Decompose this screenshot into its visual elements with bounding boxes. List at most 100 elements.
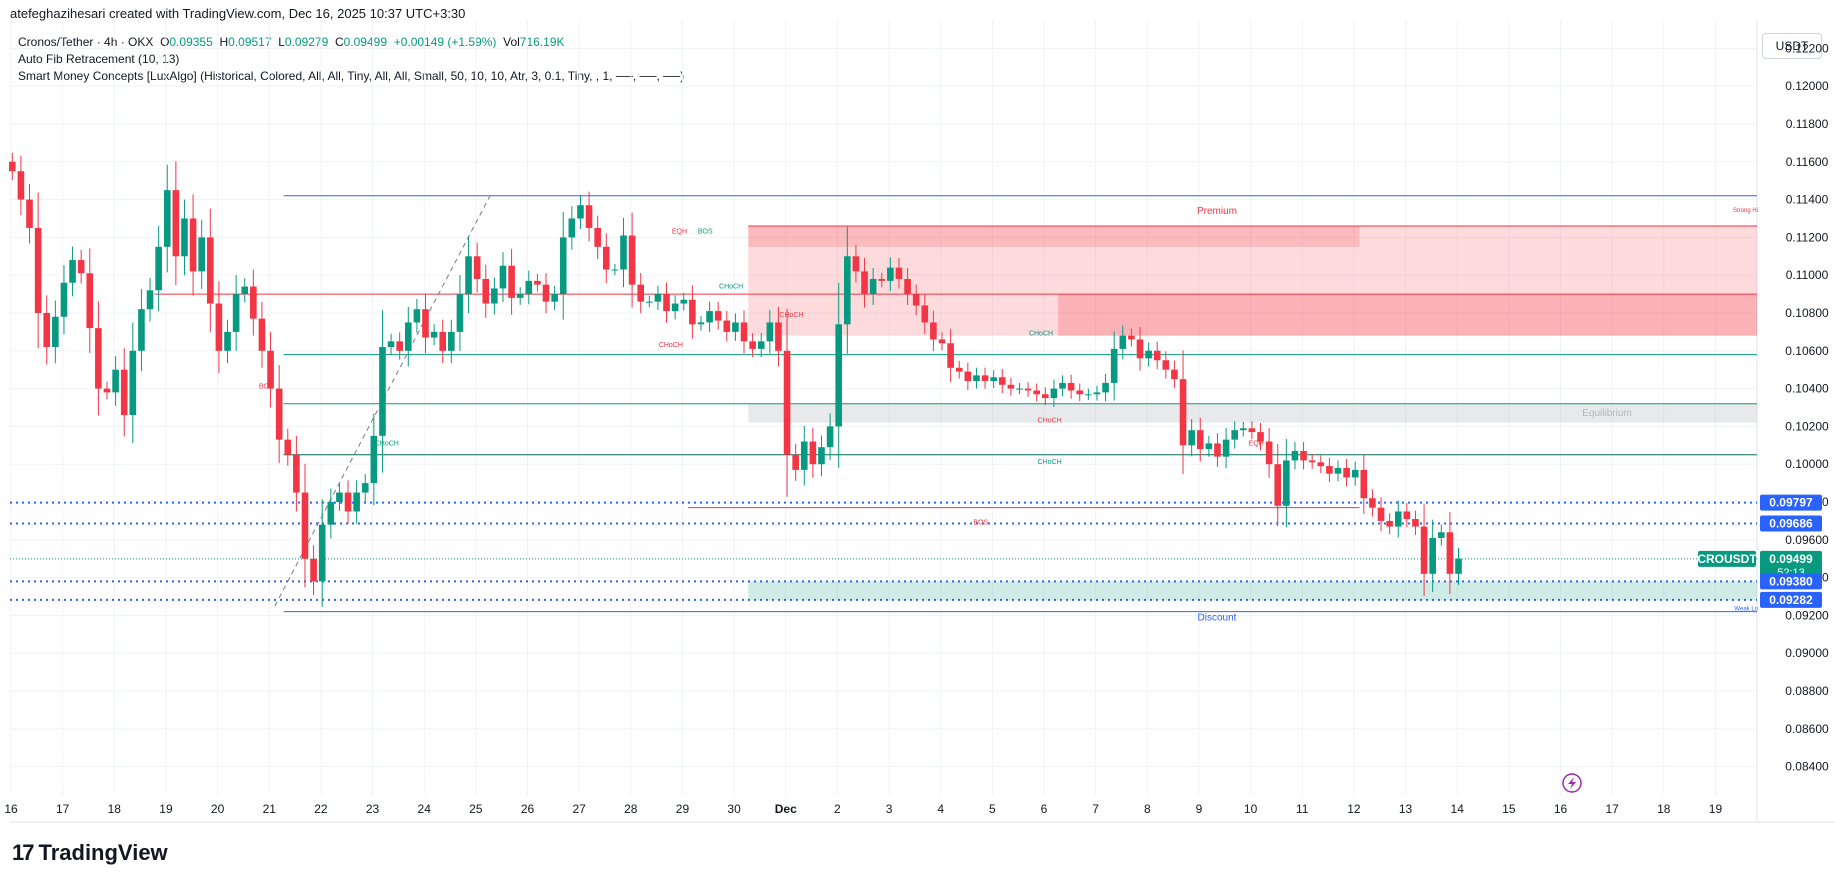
x-tick-label: 3 [886,802,893,816]
candle-body [69,260,76,283]
symbol-title[interactable]: Cronos/Tether · 4h · OKX [18,35,154,49]
change-value: +0.00149 (+1.59%) [393,35,497,49]
candle-body [353,492,360,512]
structure-label: CHoCH [1029,331,1053,338]
candle-body [370,435,378,484]
candle-body [43,312,51,348]
candle-body [1291,450,1299,461]
candle-body [723,320,731,332]
indicator-smc[interactable]: Smart Money Concepts [LuxAlgo] (Historic… [18,69,685,83]
y-tick-label: 0.10600 [1785,344,1829,358]
candle-body [895,267,903,279]
candle-body [1162,360,1170,370]
candle-body [835,324,843,427]
candle-body [267,350,274,389]
order-block-top [748,226,1360,247]
candle-body [224,331,231,351]
currency-unit-button[interactable]: USDT [1762,33,1822,59]
x-tick-label: 9 [1196,802,1203,816]
candle-body [1110,348,1118,383]
candle-body [525,280,533,295]
x-tick-label: 29 [676,802,690,816]
candle-body [473,256,481,279]
structure-label: CHoCH [719,283,743,290]
candle-body [1153,350,1161,361]
candle-body [654,294,662,302]
x-tick-label: 23 [366,802,380,816]
candle-body [86,273,94,329]
candle-body [1248,428,1256,433]
candle-body [258,318,266,351]
candle-body [990,377,997,382]
high-label: H [219,35,229,49]
candle-body [284,439,292,455]
y-tick-label: 0.11400 [1786,193,1829,207]
candle-body [809,441,817,465]
close-value: 0.09499 [343,35,388,49]
candle-body [1128,335,1135,340]
y-tick-label: 0.08600 [1785,722,1829,736]
candle-body [361,483,369,493]
candle-body [783,350,791,455]
price-tag-bg [1760,591,1822,608]
y-tick-label: 0.08400 [1785,760,1829,774]
x-tick-label: 16 [4,802,18,816]
candle-body [1239,428,1247,431]
x-tick-label: 18 [1657,802,1671,816]
candle-body [310,558,317,582]
structure-label: BOS [698,229,713,236]
candle-body [1231,430,1238,440]
candle-body [1429,537,1436,574]
x-tick-label: 22 [314,802,328,816]
candle-body [861,271,868,295]
candle-body [714,311,722,321]
candle-body [1222,439,1230,457]
candle-body [826,426,834,448]
x-tick-label: 27 [572,802,586,816]
y-tick-label: 0.12000 [1785,79,1829,93]
candle-body [869,278,877,295]
candle-body [60,282,68,317]
price-tag: 0.09797 [1760,494,1822,511]
candle-body [921,305,929,323]
candle-body [499,265,507,289]
candle-body [646,301,653,303]
low-label: L [278,35,285,49]
y-tick-label: 0.09000 [1785,646,1829,660]
low-value: 0.09279 [284,35,329,49]
candle-body [680,299,688,304]
open-value: 0.09355 [169,35,213,49]
candle-body [1145,350,1152,359]
x-tick-label: 18 [108,802,122,816]
candle-body [757,341,765,349]
close-label: C [334,35,344,49]
candle-body [1386,520,1393,527]
candle-body [439,331,447,351]
candle-body [938,339,946,344]
candle-body [129,350,137,416]
indicator-fib[interactable]: Auto Fib Retracement (10, 13) [18,52,180,66]
x-tick-label: Dec [775,802,797,816]
structure-label: EQH [1249,440,1264,447]
open-label: O [160,35,170,49]
y-tick-label: 0.12200 [1785,41,1829,55]
candle-body [404,322,412,351]
candle-body [379,347,386,436]
y-tick-label: 0.11200 [1786,230,1829,244]
x-tick-label: 17 [56,802,70,816]
candle-body [344,492,352,512]
candle-body [1042,394,1049,399]
candle-body [1059,382,1066,389]
candle-body [1067,382,1075,391]
y-tick-label: 0.11600 [1786,155,1829,169]
candle-body [1093,392,1101,395]
x-tick-label: 10 [1244,802,1258,816]
candle-body [1360,469,1368,499]
candle-body [241,286,249,295]
price-tag: 0.09380 [1760,573,1822,590]
candle-body [1136,339,1144,359]
candle-body [594,227,601,247]
structure-label: CHoCH [1038,459,1062,466]
candle-body [120,369,128,416]
